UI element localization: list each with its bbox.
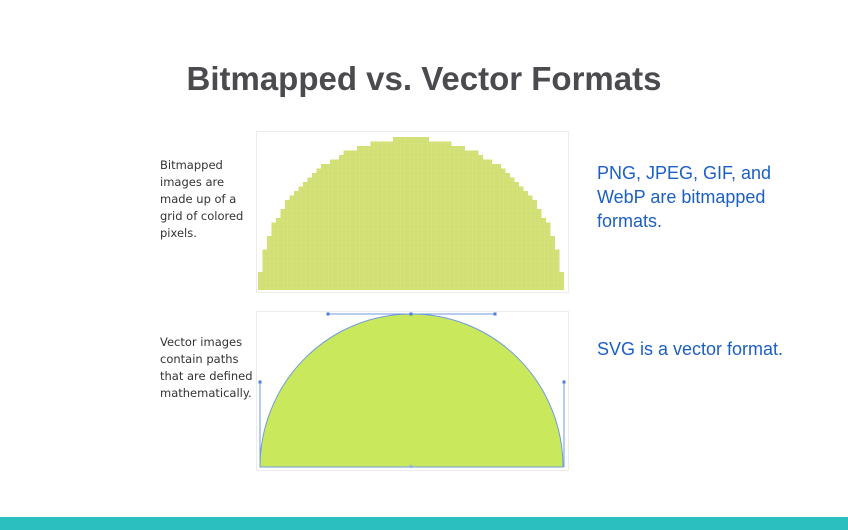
pixel-row [285,200,537,205]
pixel-row [258,272,564,277]
pixel-row [262,258,560,263]
pixel-row [316,168,506,173]
pixel-row [321,164,501,169]
pixel-row [267,236,555,241]
pixel-row [294,191,528,196]
bitmap-image-frame [256,131,569,293]
pixel-row [267,245,555,250]
pixel-row [303,182,519,187]
bitmap-caption: Bitmapped images are made up of a grid o… [160,158,244,240]
pixel-row [307,177,515,182]
pixel-row [343,150,479,155]
pixel-row [262,249,560,254]
pixel-row [330,159,492,164]
pixel-row [258,281,564,286]
footer-bar [0,517,848,530]
pixel-row [267,240,555,245]
bitmap-semicircle [258,137,564,290]
bitmap-formats-note: PNG, JPEG, GIF, and WebP are bitmapped f… [597,163,772,231]
pixel-row [280,209,542,214]
pixel-row [298,186,524,191]
pixel-row [393,137,429,142]
pixel-row [258,276,564,281]
bezier-handles [258,312,566,468]
pixel-row [271,222,551,227]
pixel-row [339,155,483,160]
pixel-row [289,195,533,200]
vector-semicircle [259,313,564,468]
vector-image-frame [256,311,569,471]
pixel-row [262,263,560,268]
pixel-row [262,267,560,272]
pixel-row [271,227,551,232]
pixel-row [262,254,560,259]
slide-title: Bitmapped vs. Vector Formats [186,60,662,97]
pixel-row [285,204,537,209]
pixel-row [276,218,546,223]
pixel-row [370,141,452,146]
pixel-row [357,146,465,151]
vector-format-note: SVG is a vector format. [597,339,784,359]
vector-caption: Vector images contain paths that are def… [160,335,253,400]
pixel-row [312,173,510,178]
pixel-row [271,231,551,236]
pixel-row [258,285,564,290]
pixel-row [280,213,542,218]
